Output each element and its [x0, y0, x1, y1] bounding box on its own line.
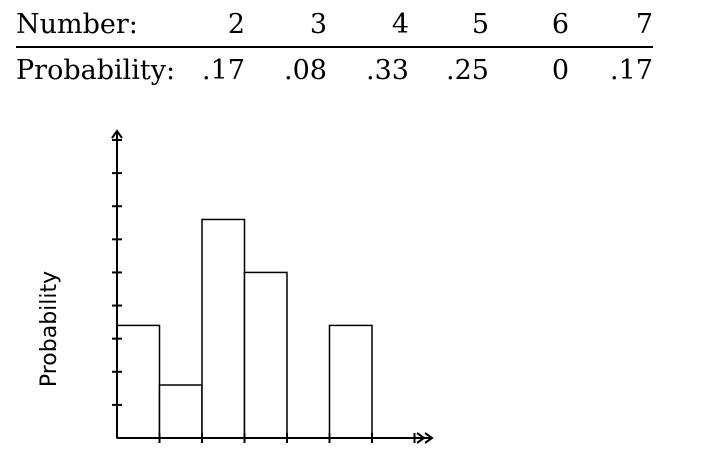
probability-cell-6: 0 [551, 54, 569, 86]
y-axis-label: Probability [37, 271, 62, 387]
number-cell-2: 2 [186, 2, 245, 48]
probability-table: Number: 2 3 4 5 6 7 Probability: .17 .08… [16, 2, 653, 92]
y-axis-arrow [111, 129, 123, 139]
histogram-bar-4 [201, 218, 246, 439]
histogram-bar-7 [328, 324, 373, 439]
number-cell-6: 6 [489, 2, 569, 48]
probability-cell-3: .08 [284, 54, 327, 86]
probability-cell-5: .25 [446, 54, 489, 86]
number-cell-7: 7 [569, 2, 653, 48]
number-row: Number: 2 3 4 5 6 7 [16, 2, 653, 48]
number-row-label: Number: [16, 2, 186, 48]
number-cell-5: 5 [409, 2, 489, 48]
histogram-axes [111, 129, 434, 444]
probability-cell-2: .17 [202, 54, 245, 86]
histogram-bars [116, 218, 373, 439]
histogram-bar-2 [116, 324, 161, 439]
number-cell-3: 3 [245, 2, 327, 48]
number-cell-4: 4 [327, 2, 409, 48]
histogram-bar-5 [243, 271, 288, 439]
probability-cell-4: .33 [366, 54, 409, 86]
probability-row: Probability: .17 .08 .33 .25 0 .17 [16, 47, 653, 92]
x-axis-arrow-inner [416, 432, 426, 444]
probability-cell-7: .17 [610, 54, 653, 86]
probability-row-label: Probability: [16, 54, 176, 86]
histogram-bar-3 [158, 384, 203, 439]
x-axis-arrow [424, 432, 434, 444]
